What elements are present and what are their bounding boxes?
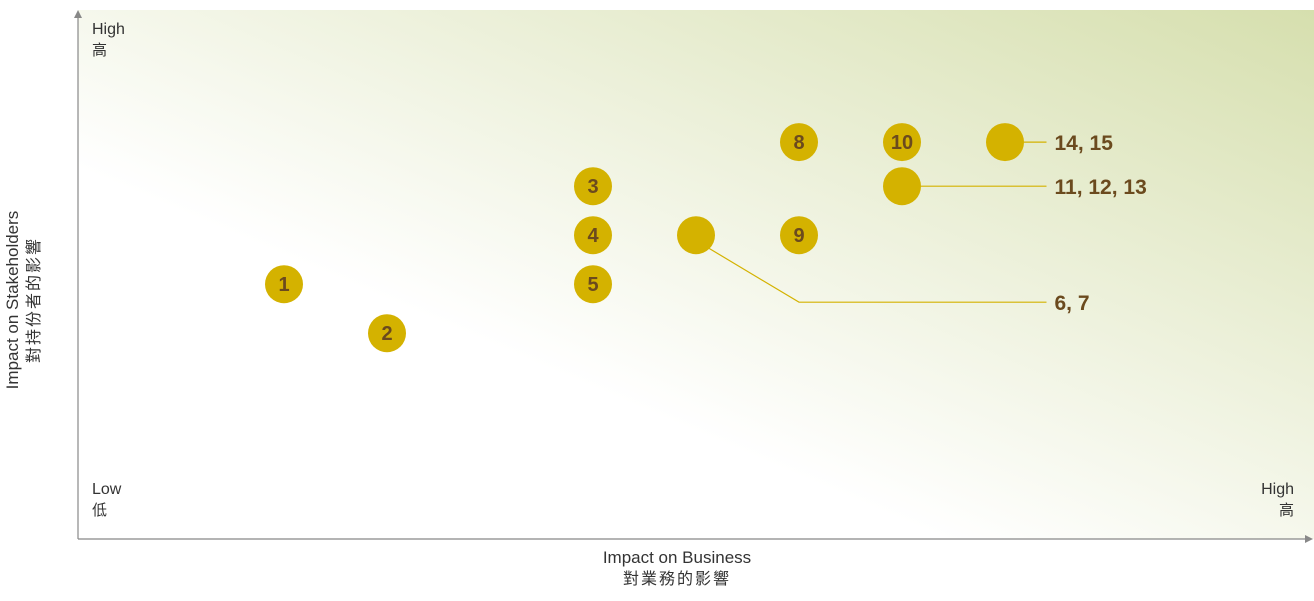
leader-line-6-7 [708,247,1047,303]
data-point-1 [265,265,303,304]
data-point-10 [883,123,921,162]
data-point-label-8: 8 [793,132,804,154]
x-axis-title-en: Impact on Business [602,548,752,567]
y-axis-arrow-icon [74,10,82,18]
y-high-label: High 高 [92,20,125,60]
x-axis-title-cn: 對業務的影響 [622,569,731,588]
x-high-en: High [1261,481,1294,498]
y-high-en: High [92,21,125,38]
x-high-cn: 高 [1278,501,1294,519]
data-point-group-label-6-7: 6, 7 [1055,292,1090,315]
data-points: 1 2 3 4 5 8 9 10 6, 7 11, 12, 13 14, 15 [265,123,1147,353]
x-axis-title: Impact on Business 對業務的影響 [557,547,797,589]
data-point-label-1: 1 [278,274,289,296]
x-high-label: High 高 [1230,480,1294,520]
data-point-label-3: 3 [587,176,598,198]
data-point-4 [574,216,612,255]
data-point-5 [574,265,612,304]
plot-background [78,10,1314,539]
data-point-group-6-7 [677,216,715,255]
data-point-3 [574,167,612,206]
data-point-group-14-15 [986,123,1024,162]
y-axis-title-cn: 對持份者的影響 [24,237,43,364]
x-low-en: Low [92,481,122,498]
x-axis-arrow-icon [1305,535,1313,543]
y-axis-title: Impact on Stakeholders 對持份者的影響 [2,170,44,430]
data-point-group-11-12-13 [883,167,921,206]
y-high-cn: 高 [92,41,108,59]
y-axis-title-en: Impact on Stakeholders [3,210,22,390]
x-low-cn: 低 [92,501,108,519]
data-point-label-9: 9 [793,225,804,247]
data-point-group-label-11-12-13: 11, 12, 13 [1055,176,1147,199]
data-point-9 [780,216,818,255]
data-point-2 [368,314,406,353]
x-low-label: Low 低 [92,480,121,520]
data-point-8 [780,123,818,162]
data-point-label-10: 10 [891,132,913,154]
data-point-group-label-14-15: 14, 15 [1055,132,1114,155]
data-point-label-4: 4 [587,225,599,247]
data-point-label-5: 5 [587,274,598,296]
leader-lines [708,141,1047,303]
data-point-label-2: 2 [381,323,392,345]
